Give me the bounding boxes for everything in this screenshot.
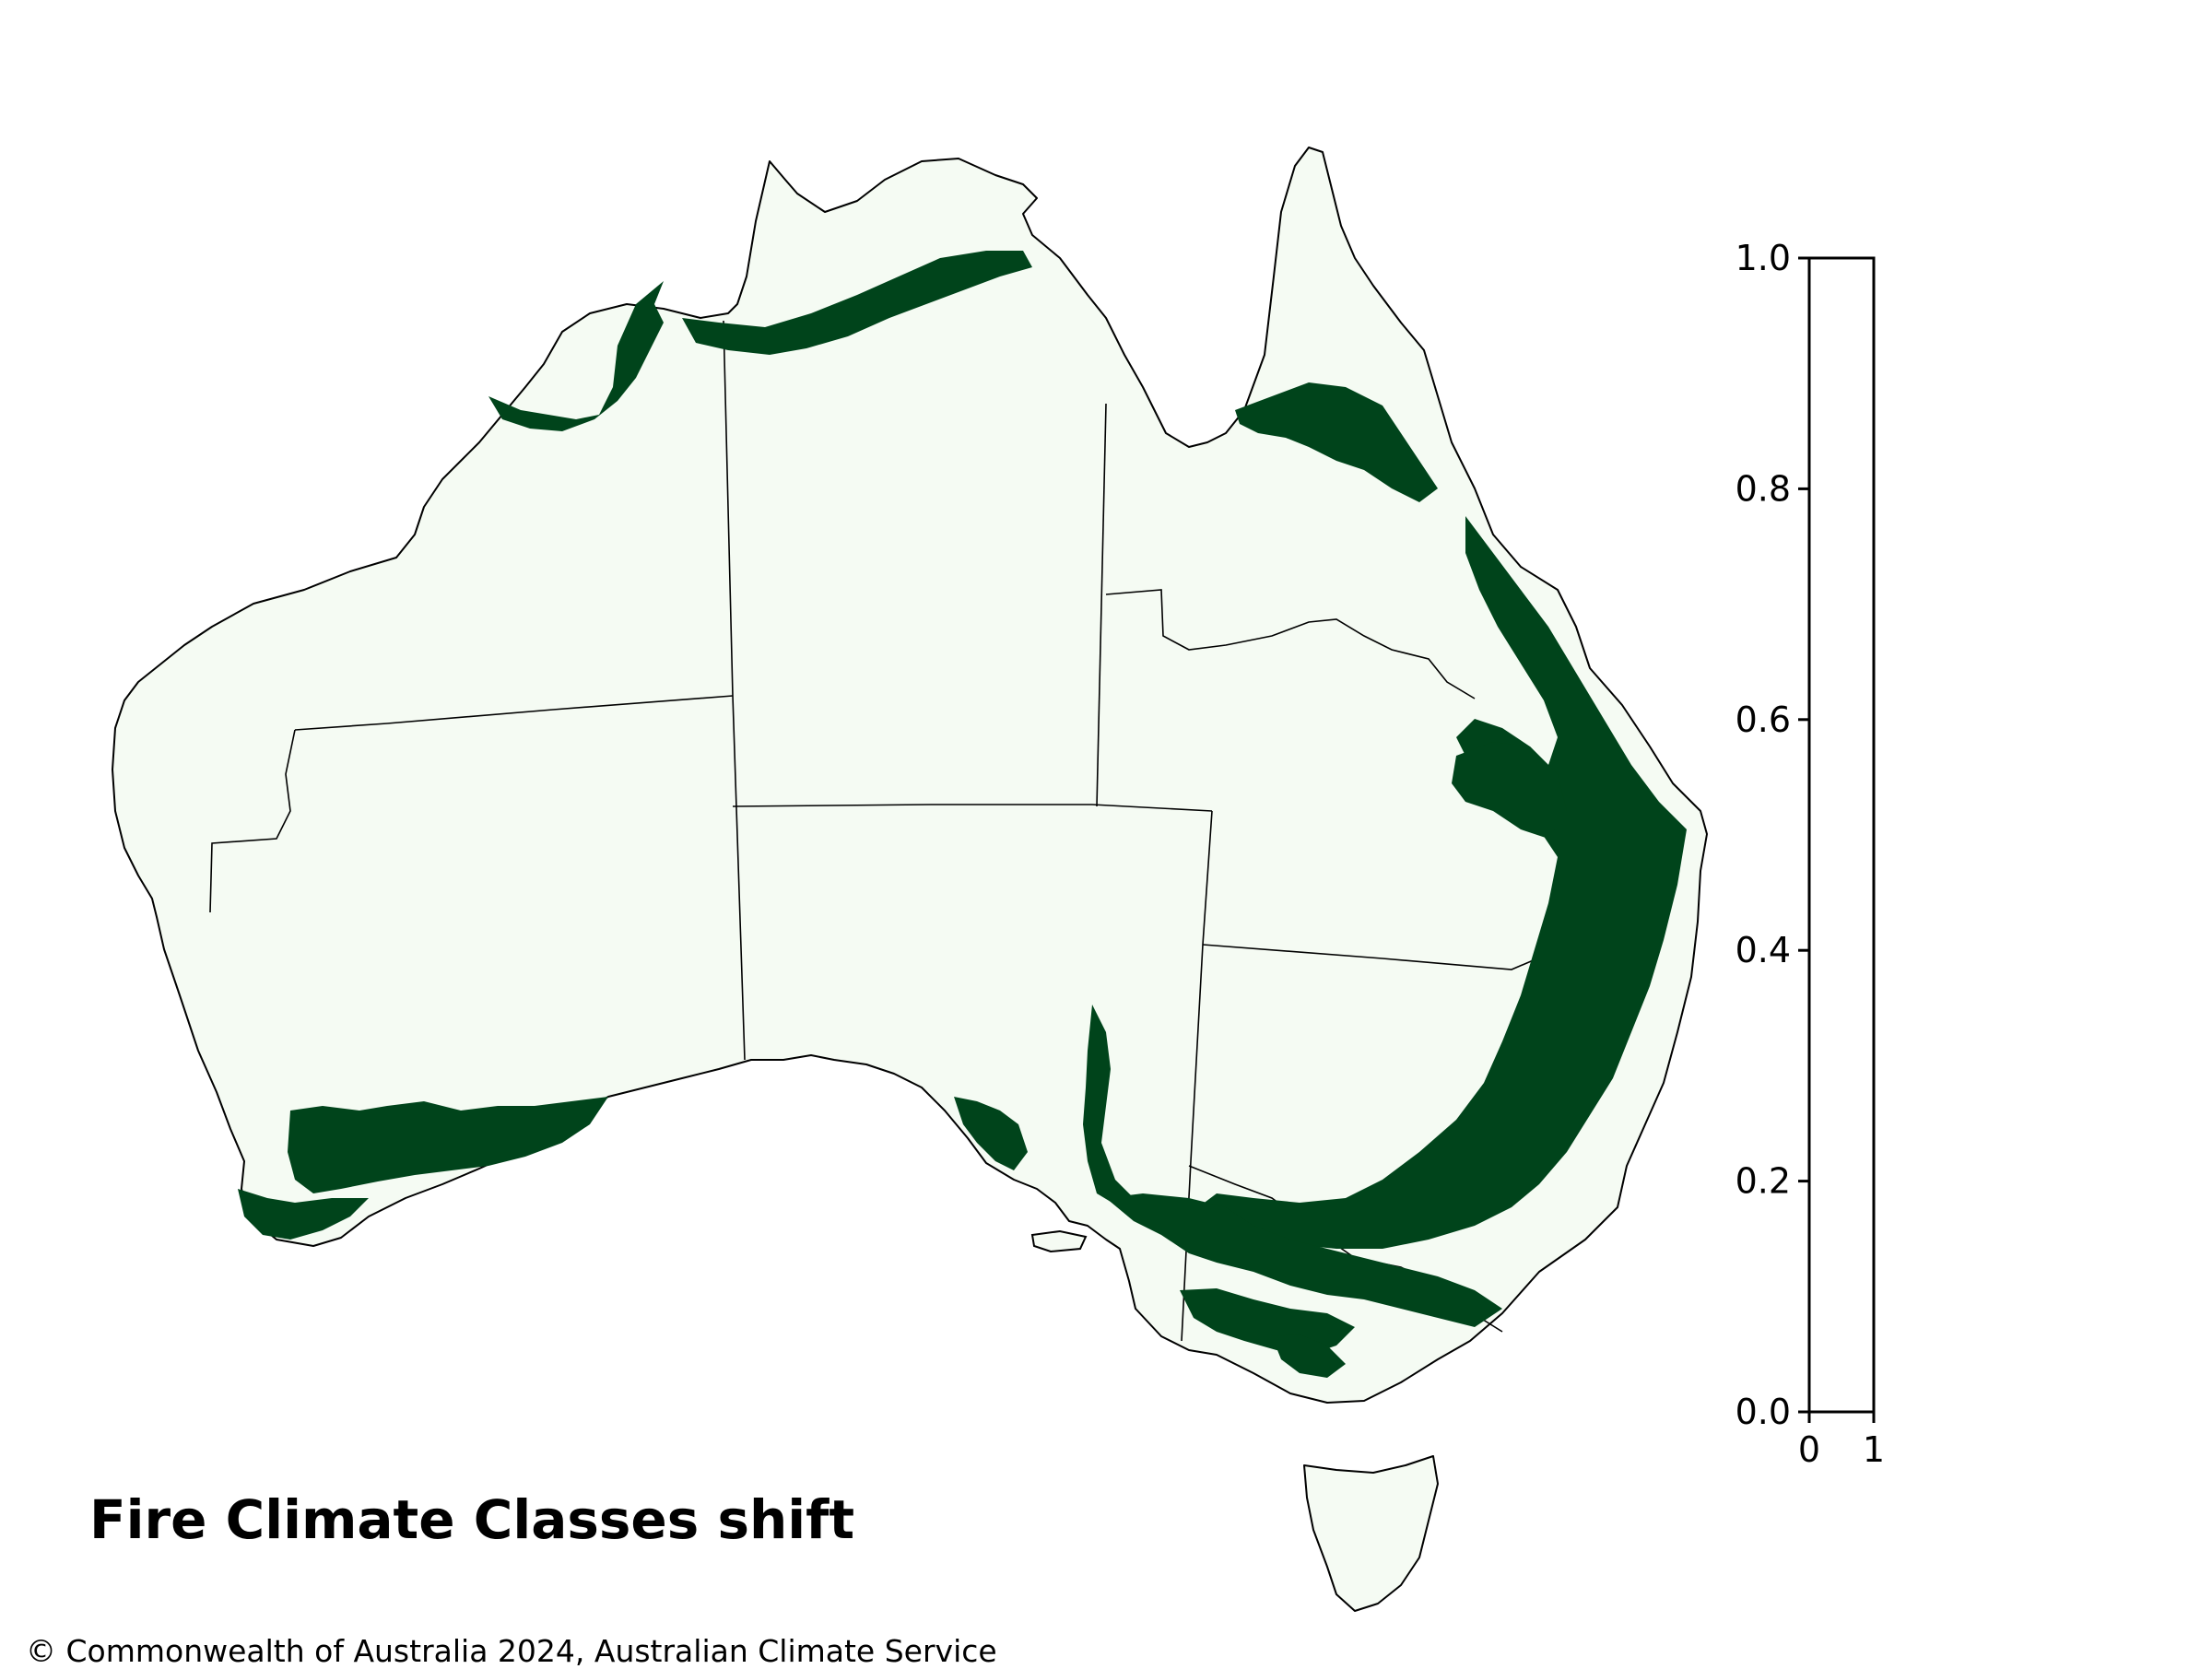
colorbar-y-tick-label: 0.0 <box>1735 1392 1791 1432</box>
colorbar-y-tick-label: 0.6 <box>1735 699 1791 740</box>
fire-class-shift-regions <box>238 251 1687 1378</box>
map-title: Fire Climate Classes shift <box>89 1488 855 1551</box>
colorbar-frame <box>1807 256 1876 1414</box>
colorbar-y-tick-label: 1.0 <box>1735 238 1791 278</box>
tasmania <box>1303 1455 1439 1612</box>
colorbar-y-tick-label: 0.2 <box>1735 1161 1791 1202</box>
colorbar-y-tick-label: 0.4 <box>1735 930 1791 970</box>
australia-mainland <box>112 147 1708 1404</box>
colorbar-y-ticks: 0.0 0.2 0.4 0.6 0.8 1.0 <box>1735 238 1809 1432</box>
copyright-text: © Commonwealth of Australia 2024, Austra… <box>26 1633 997 1669</box>
colorbar-x-tick-label: 1 <box>1863 1429 1885 1470</box>
kangaroo-island <box>1030 1229 1088 1253</box>
colorbar-x-tick-label: 0 <box>1798 1429 1820 1470</box>
colorbar-y-tick-label: 0.8 <box>1735 468 1791 509</box>
